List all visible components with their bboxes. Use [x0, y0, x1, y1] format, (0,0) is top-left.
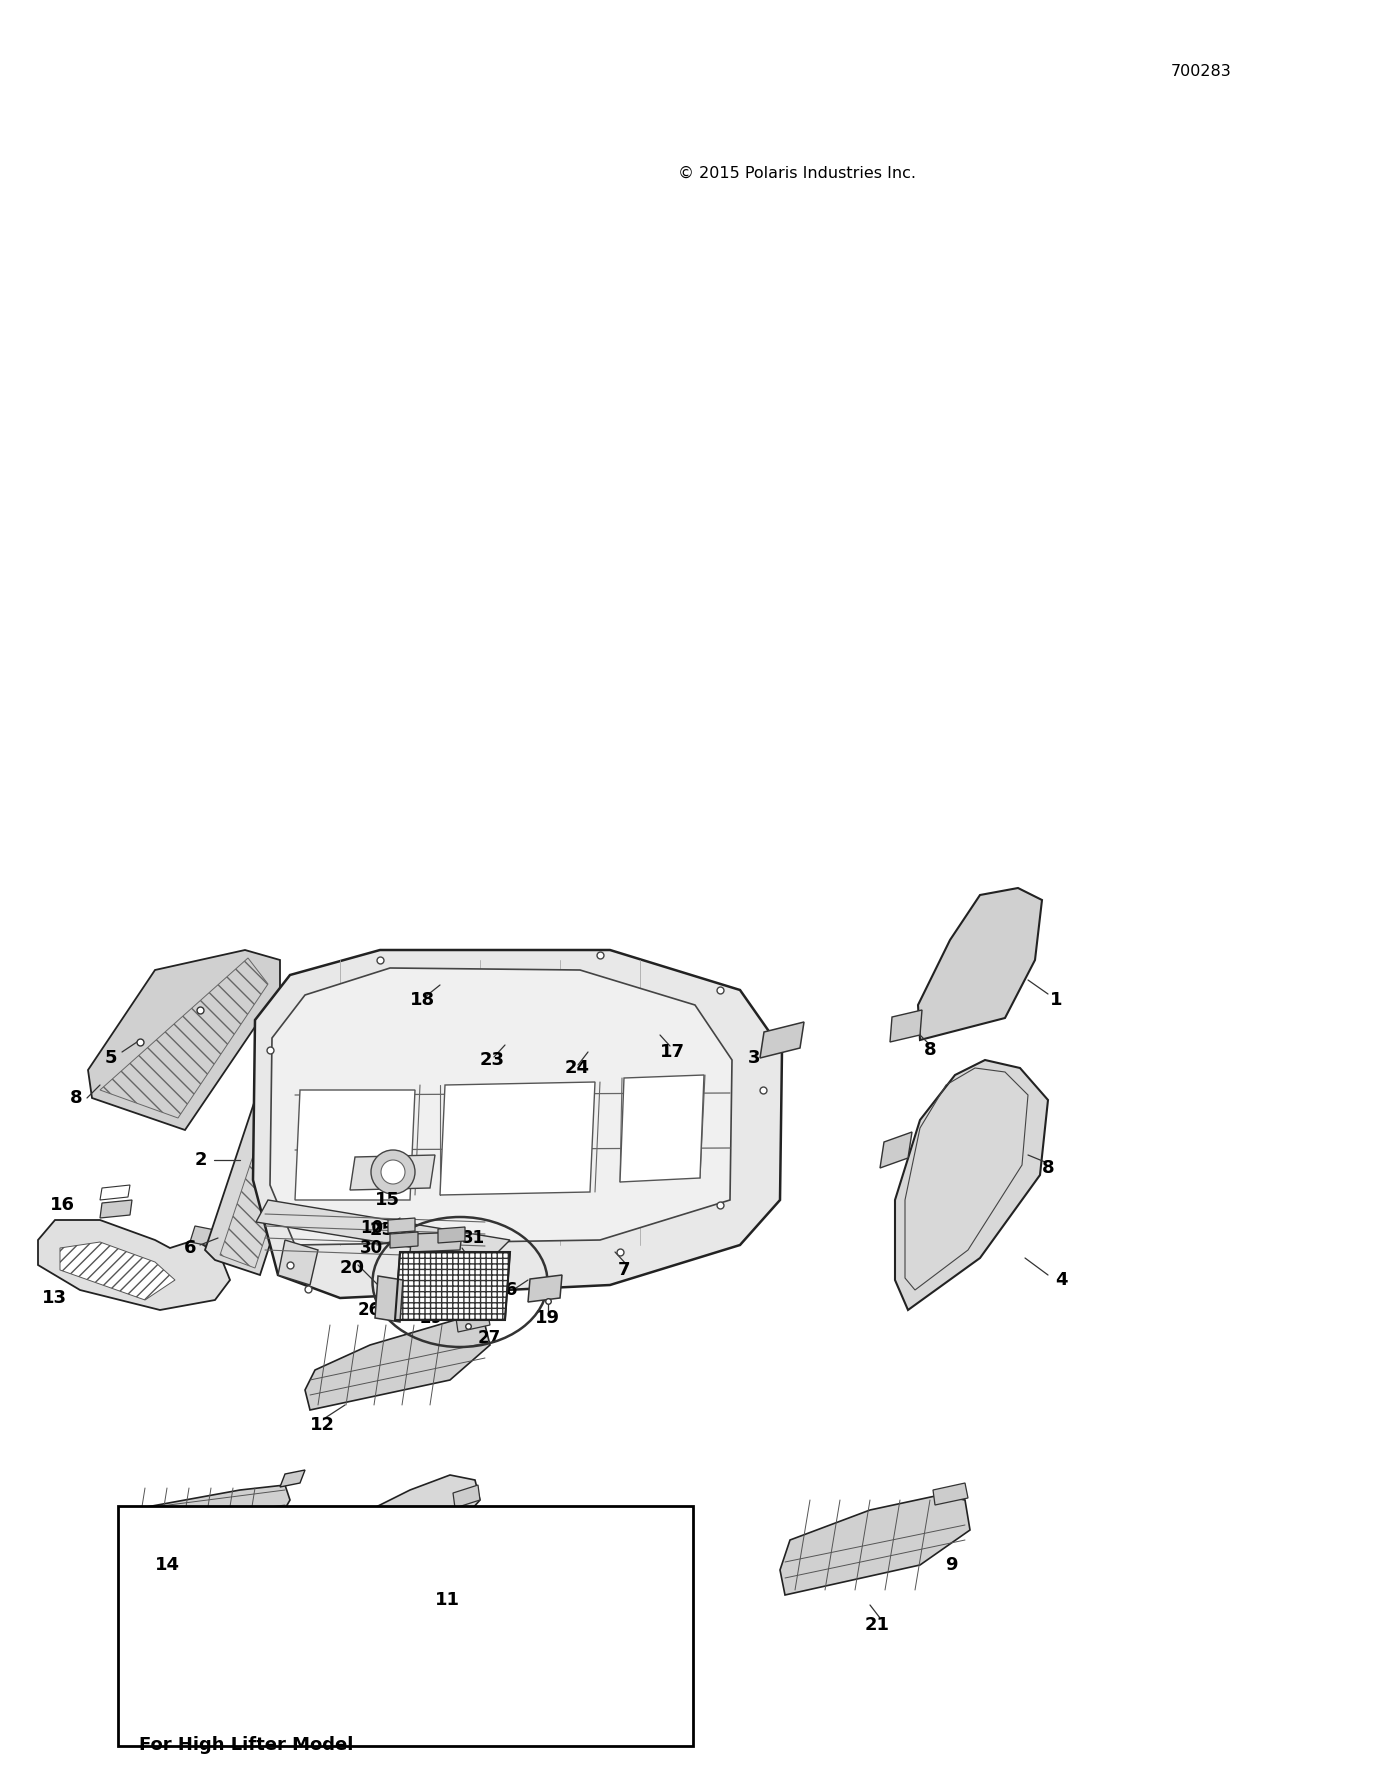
Text: 7: 7: [618, 1262, 631, 1279]
Text: 3: 3: [748, 1050, 761, 1067]
Text: 24: 24: [565, 1059, 590, 1076]
Polygon shape: [410, 1231, 462, 1253]
Text: 15: 15: [376, 1190, 401, 1208]
Text: 13: 13: [42, 1288, 67, 1306]
Polygon shape: [270, 968, 732, 1246]
Circle shape: [371, 1149, 414, 1194]
Text: 8: 8: [924, 1041, 937, 1059]
Text: 30: 30: [360, 1238, 383, 1256]
Polygon shape: [918, 887, 1042, 1041]
Text: 23: 23: [480, 1051, 505, 1069]
Text: 28: 28: [470, 1256, 493, 1274]
Text: 12: 12: [310, 1417, 335, 1435]
Text: 26: 26: [358, 1301, 381, 1319]
Text: 2: 2: [195, 1151, 208, 1169]
Polygon shape: [60, 1242, 175, 1301]
Text: 29: 29: [420, 1310, 444, 1328]
Text: 700283: 700283: [1171, 64, 1232, 78]
Text: 6: 6: [505, 1281, 517, 1299]
Polygon shape: [256, 1199, 510, 1260]
Text: 21: 21: [865, 1616, 890, 1634]
Polygon shape: [620, 1075, 704, 1181]
Polygon shape: [279, 1240, 317, 1285]
Text: 25: 25: [370, 1221, 395, 1238]
Polygon shape: [388, 1219, 414, 1233]
Polygon shape: [456, 1310, 491, 1331]
Polygon shape: [205, 1041, 330, 1274]
Text: 6: 6: [184, 1238, 197, 1256]
Polygon shape: [890, 1010, 922, 1042]
Text: 1: 1: [1051, 991, 1063, 1009]
Text: 16: 16: [50, 1196, 75, 1214]
Polygon shape: [528, 1274, 561, 1303]
Polygon shape: [305, 1320, 491, 1410]
Polygon shape: [760, 1023, 804, 1059]
Text: For High Lifter Model: For High Lifter Model: [139, 1736, 353, 1753]
Polygon shape: [100, 1199, 132, 1219]
Polygon shape: [37, 1221, 230, 1310]
Polygon shape: [376, 1276, 403, 1322]
Text: 10: 10: [360, 1219, 383, 1237]
Text: 14: 14: [155, 1556, 180, 1574]
Polygon shape: [439, 1082, 595, 1196]
Text: 5: 5: [105, 1050, 118, 1067]
Polygon shape: [280, 1470, 305, 1486]
Polygon shape: [351, 1155, 435, 1190]
Text: 4: 4: [1055, 1271, 1067, 1288]
Polygon shape: [780, 1495, 970, 1595]
Polygon shape: [438, 1228, 464, 1244]
Text: 8: 8: [71, 1089, 83, 1107]
Polygon shape: [933, 1483, 967, 1506]
Polygon shape: [295, 1091, 414, 1199]
Polygon shape: [87, 950, 280, 1130]
Polygon shape: [395, 1253, 510, 1320]
Text: 31: 31: [462, 1230, 485, 1247]
Bar: [118, 1506, 693, 1746]
Polygon shape: [190, 1226, 225, 1247]
Text: © 2015 Polaris Industries Inc.: © 2015 Polaris Industries Inc.: [678, 166, 916, 180]
Text: 8: 8: [1042, 1158, 1055, 1176]
Polygon shape: [320, 1475, 480, 1590]
Text: 11: 11: [435, 1591, 460, 1609]
Polygon shape: [125, 1484, 290, 1556]
Polygon shape: [270, 1520, 299, 1540]
Text: 9: 9: [945, 1556, 958, 1574]
Circle shape: [381, 1160, 405, 1183]
Polygon shape: [880, 1132, 912, 1167]
Polygon shape: [100, 1185, 130, 1199]
Polygon shape: [453, 1484, 480, 1508]
Text: 20: 20: [340, 1260, 365, 1278]
Text: 18: 18: [410, 991, 435, 1009]
Polygon shape: [895, 1060, 1048, 1310]
Text: 17: 17: [660, 1042, 685, 1060]
Polygon shape: [254, 950, 782, 1297]
Polygon shape: [389, 1231, 419, 1247]
Text: 27: 27: [478, 1329, 502, 1347]
Polygon shape: [370, 1525, 430, 1565]
Text: 19: 19: [535, 1310, 560, 1328]
